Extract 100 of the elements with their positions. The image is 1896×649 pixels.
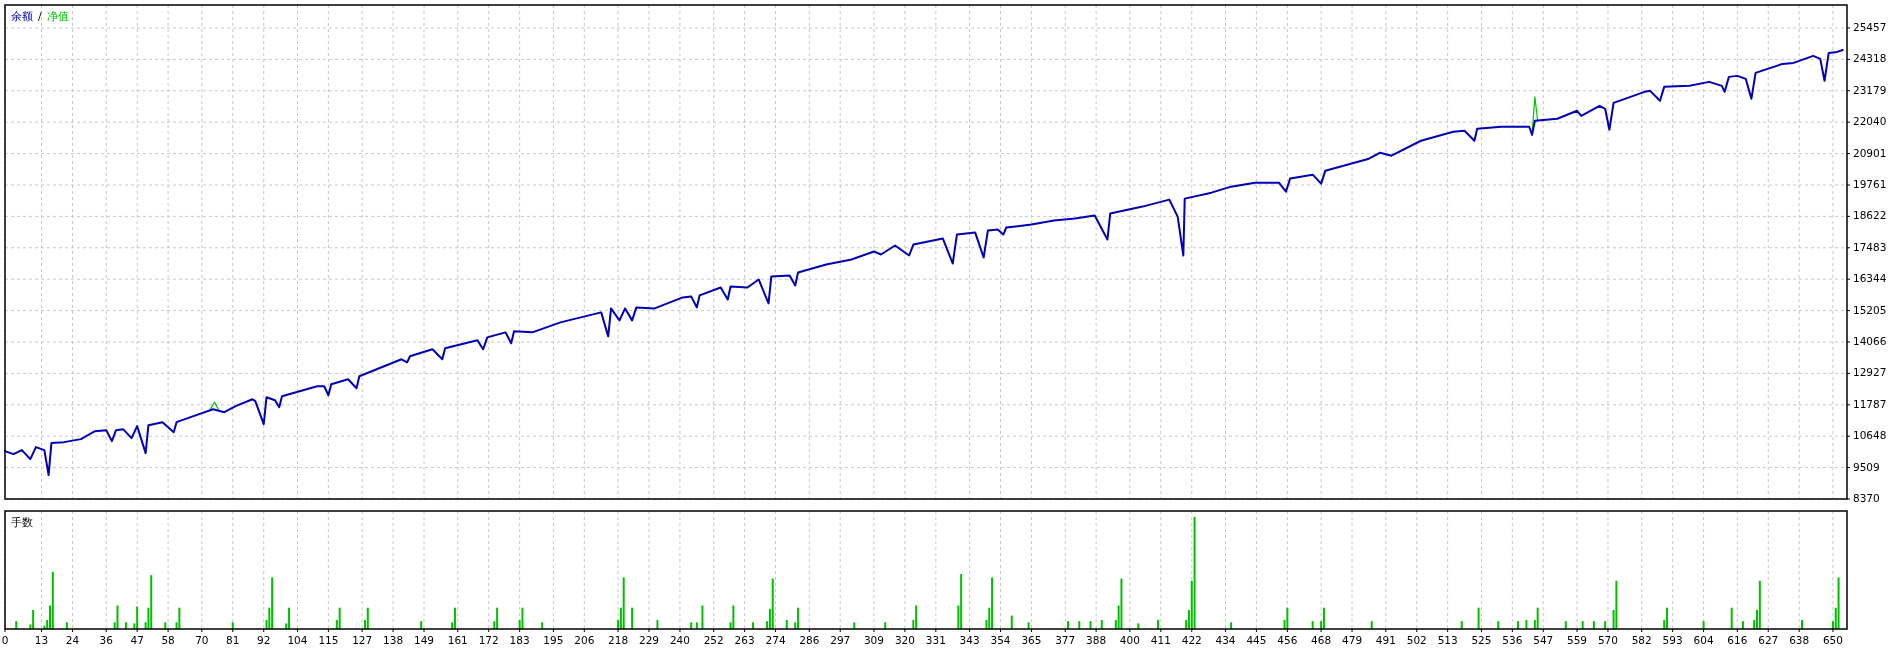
x-tick-label: 13 (34, 634, 49, 646)
y-tick-label: 17483 (1853, 240, 1887, 253)
bar (695, 622, 698, 629)
x-tick-label: 274 (765, 634, 786, 646)
x-tick-label: 525 (1471, 634, 1492, 646)
bar (1666, 607, 1669, 629)
y-tick-label: 24318 (1853, 52, 1887, 65)
x-tick-label: 456 (1277, 634, 1298, 646)
annotation: / (38, 10, 42, 23)
line-series (4, 48, 1844, 477)
x-tick-label: 582 (1631, 634, 1652, 646)
bar (32, 609, 35, 629)
x-tick-label: 513 (1437, 634, 1458, 646)
x-tick-label: 172 (478, 634, 499, 646)
x-tick-label: 354 (990, 634, 1011, 646)
bar (288, 607, 291, 629)
y-tick-label: 25457 (1853, 20, 1887, 33)
bar (116, 605, 119, 629)
y-tick-label: 9509 (1853, 460, 1880, 473)
bar (496, 607, 499, 629)
x-tick-label: 183 (509, 634, 530, 646)
x-tick-label: 388 (1086, 634, 1107, 646)
y-tick-label: 16344 (1853, 272, 1887, 285)
y-tick-label: 8370 (1853, 492, 1880, 504)
x-tick-label: 70 (195, 634, 209, 646)
x-tick-label: 559 (1567, 634, 1588, 646)
x-tick-label: 479 (1342, 634, 1363, 646)
x-tick-label: 195 (543, 634, 564, 646)
bar (541, 622, 544, 629)
bar (124, 622, 127, 629)
x-tick-label: 343 (959, 634, 980, 646)
x-tick-label: 604 (1693, 634, 1714, 646)
x-tick-label: 309 (863, 634, 884, 646)
bar (271, 577, 274, 629)
bar (164, 622, 167, 629)
x-tick-label: 468 (1311, 634, 1332, 646)
text: 净值 (46, 10, 69, 23)
bar (366, 607, 369, 629)
x-tick-label: 400 (1119, 634, 1140, 646)
x-tick-label: 218 (608, 634, 629, 646)
bar (1322, 607, 1325, 629)
bar (915, 605, 918, 629)
bar (1193, 516, 1196, 629)
y-tick-label: 15205 (1853, 303, 1887, 316)
bar (1286, 607, 1289, 629)
bar (732, 605, 735, 629)
x-tick-label: 47 (130, 634, 144, 646)
x-tick-label: 286 (799, 634, 820, 646)
x-tick-label: 616 (1727, 634, 1748, 646)
x-tick-label: 240 (669, 634, 690, 646)
x-tick-label: 0 (1, 634, 9, 646)
y-tick-label: 20901 (1853, 146, 1887, 159)
x-tick-label: 297 (830, 634, 851, 646)
bar (631, 607, 634, 629)
bar (150, 575, 153, 629)
x-tick-label: 650 (1822, 634, 1843, 646)
bar (338, 607, 341, 629)
x-tick-label: 252 (703, 634, 724, 646)
text: 余额 (11, 10, 33, 23)
y-tick-label: 10648 (1853, 429, 1887, 442)
bar (960, 574, 963, 629)
bar (752, 622, 755, 629)
bar (771, 578, 774, 629)
x-tick-label: 138 (383, 634, 404, 646)
bar (991, 577, 994, 629)
x-tick-label: 229 (638, 634, 660, 646)
bar (622, 577, 625, 629)
x-tick-label: 149 (414, 634, 435, 646)
bar (1027, 622, 1030, 629)
x-tick-label: 161 (447, 634, 468, 646)
x-tick-label: 638 (1789, 634, 1810, 646)
x-tick-label: 331 (925, 634, 946, 646)
bar (136, 606, 139, 629)
bar (797, 607, 800, 629)
x-tick-label: 320 (894, 634, 915, 646)
y-tick-label: 23179 (1853, 83, 1887, 96)
bar (701, 605, 704, 629)
x-tick-label: 434 (1215, 634, 1236, 646)
chart-title: 手数 (11, 516, 33, 529)
bar (1615, 580, 1618, 629)
y-tick-label: 11787 (1853, 397, 1887, 410)
y-tick-label: 14066 (1853, 334, 1887, 347)
bar (1758, 580, 1761, 629)
x-tick-label: 206 (574, 634, 595, 646)
x-tick-label: 104 (287, 634, 308, 646)
x-tick-label: 445 (1246, 634, 1267, 646)
x-tick-label: 547 (1533, 634, 1554, 646)
bar (1837, 577, 1840, 629)
bar (65, 622, 68, 629)
bar (884, 622, 887, 629)
bar (1477, 607, 1480, 629)
x-tick-label: 411 (1150, 634, 1171, 646)
x-tick-label: 92 (257, 634, 271, 646)
y-tick-label: 18622 (1853, 209, 1887, 222)
x-tick-label: 81 (226, 634, 240, 646)
x-tick-label: 377 (1055, 634, 1076, 646)
y-tick-label: 12927 (1853, 366, 1887, 379)
x-tick-label: 570 (1597, 634, 1618, 646)
bar (853, 622, 856, 629)
bar (453, 607, 456, 629)
